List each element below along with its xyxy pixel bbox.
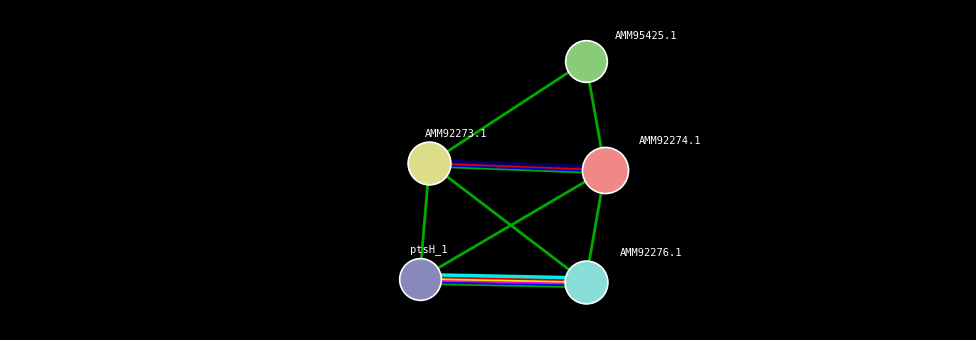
Point: [422, 160, 437, 166]
Text: ptsH_1: ptsH_1: [410, 244, 447, 255]
Point: [578, 279, 593, 285]
Text: AMM92276.1: AMM92276.1: [620, 249, 682, 258]
Text: AMM92274.1: AMM92274.1: [639, 136, 702, 146]
Point: [578, 58, 593, 64]
Point: [597, 167, 613, 173]
Text: AMM92273.1: AMM92273.1: [425, 130, 487, 139]
Point: [412, 276, 427, 282]
Text: AMM95425.1: AMM95425.1: [615, 31, 677, 41]
